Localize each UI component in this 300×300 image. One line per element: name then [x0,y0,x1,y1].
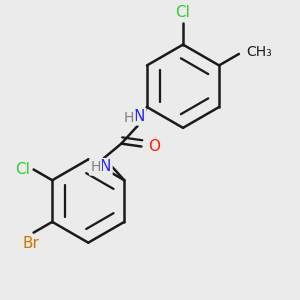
Text: Br: Br [22,236,39,250]
Text: CH₃: CH₃ [246,46,272,59]
Text: N: N [100,159,111,174]
Text: Cl: Cl [15,162,30,177]
Text: H: H [90,160,100,174]
Text: N: N [134,109,145,124]
Text: Cl: Cl [176,4,190,20]
Text: O: O [148,139,160,154]
Text: H: H [124,111,134,125]
